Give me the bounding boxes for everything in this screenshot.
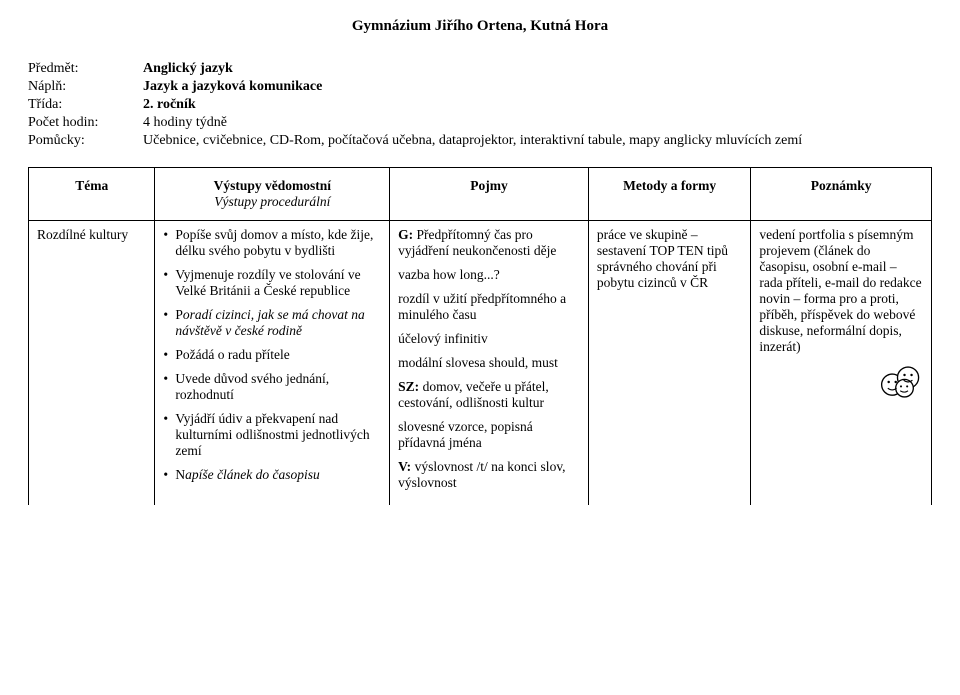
meta-block: Předmět: Anglický jazyk Náplň: Jazyk a j… <box>28 61 932 149</box>
th-metody: Metody a formy <box>588 168 751 221</box>
th-poznamky: Poznámky <box>751 168 932 221</box>
meta-row-trida: Třída: 2. ročník <box>28 97 932 113</box>
pojmy-line: modální slovesa should, must <box>398 355 580 371</box>
list-item: Vyjmenuje rozdíly ve stolování ve Velké … <box>163 267 381 299</box>
meta-row-pocet-hodin: Počet hodin: 4 hodiny týdně <box>28 115 932 131</box>
th-vystupy: Výstupy vědomostní Výstupy procedurální <box>155 168 390 221</box>
list-item: Napíše článek do časopisu <box>163 467 381 483</box>
list-item: Uvede důvod svého jednání, rozhodnutí <box>163 371 381 403</box>
th-vystupy-main: Výstupy vědomostní <box>214 178 331 193</box>
meta-label: Předmět: <box>28 61 143 77</box>
pojmy-sz-text: domov, večeře u přátel, cestování, odliš… <box>398 379 549 410</box>
list-item: Poradí cizinci, jak se má chovat na návš… <box>163 307 381 339</box>
cell-metody: práce ve skupině – sestavení TOP TEN tip… <box>588 221 751 506</box>
th-pojmy: Pojmy <box>390 168 589 221</box>
th-tema: Téma <box>29 168 155 221</box>
table-row: Rozdílné kultury Popíše svůj domov a mís… <box>29 221 932 506</box>
meta-label: Náplň: <box>28 79 143 95</box>
pojmy-line: účelový infinitiv <box>398 331 580 347</box>
curriculum-table: Téma Výstupy vědomostní Výstupy procedur… <box>28 167 932 505</box>
meta-value: Učebnice, cvičebnice, CD-Rom, počítačová… <box>143 133 932 149</box>
list-item: Vyjádří údiv a překvapení nad kulturními… <box>163 411 381 459</box>
list-item: Popíše svůj domov a místo, kde žije, dél… <box>163 227 381 259</box>
table-header-row: Téma Výstupy vědomostní Výstupy procedur… <box>29 168 932 221</box>
list-item: Požádá o radu přítele <box>163 347 381 363</box>
pojmy-sz-label: SZ: <box>398 379 419 394</box>
meta-label: Počet hodin: <box>28 115 143 131</box>
meta-row-predmet: Předmět: Anglický jazyk <box>28 61 932 77</box>
meta-row-pomucky: Pomůcky: Učebnice, cvičebnice, CD-Rom, p… <box>28 133 932 149</box>
cell-poznamky: vedení portfolia s písemným projevem (čl… <box>751 221 932 506</box>
pojmy-v-text: výslovnost /t/ na konci slov, výslovnost <box>398 459 565 490</box>
pojmy-line: vazba how long...? <box>398 267 580 283</box>
meta-value: 2. ročník <box>143 97 196 113</box>
pojmy-line: rozdíl v užití předpřítomného a minulého… <box>398 291 580 323</box>
cell-pojmy: G: Předpřítomný čas pro vyjádření neukon… <box>390 221 589 506</box>
poznamky-line: vedení portfolia s písemným projevem (čl… <box>759 227 923 355</box>
meta-value: Anglický jazyk <box>143 61 233 77</box>
meta-label: Pomůcky: <box>28 133 143 149</box>
school-title: Gymnázium Jiřího Ortena, Kutná Hora <box>28 18 932 35</box>
pojmy-g-text: Předpřítomný čas pro vyjádření neukončen… <box>398 227 556 258</box>
cell-vystupy: Popíše svůj domov a místo, kde žije, dél… <box>155 221 390 506</box>
th-vystupy-sub: Výstupy procedurální <box>163 194 381 210</box>
meta-value: 4 hodiny týdně <box>143 115 227 131</box>
meta-value: Jazyk a jazyková komunikace <box>143 79 322 95</box>
pojmy-line: slovesné vzorce, popisná přídavná jména <box>398 419 580 451</box>
pojmy-v-label: V: <box>398 459 411 474</box>
metody-line: práce ve skupině – sestavení TOP TEN tip… <box>597 227 743 291</box>
smiley-group-icon <box>759 365 923 403</box>
meta-row-napln: Náplň: Jazyk a jazyková komunikace <box>28 79 932 95</box>
cell-tema: Rozdílné kultury <box>29 221 155 506</box>
meta-label: Třída: <box>28 97 143 113</box>
pojmy-g-label: G: <box>398 227 413 242</box>
